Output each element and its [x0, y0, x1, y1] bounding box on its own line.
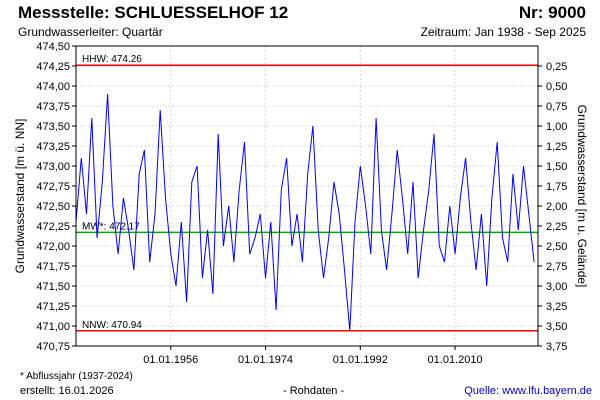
y-tick-label: 473,25	[36, 141, 70, 153]
reference-label: HHW: 474.26	[82, 54, 142, 65]
grid	[76, 45, 538, 347]
y-tick-label: 474,25	[36, 61, 70, 73]
y-tick-label: 472,75	[36, 181, 70, 193]
created-date: erstellt: 16.01.2026	[20, 385, 114, 397]
reference-label: MW*: 472.17	[82, 221, 140, 232]
y2-tick-label: 2,25	[546, 221, 567, 233]
y2-tick-label: 1,50	[546, 161, 567, 173]
y2-tick-label: 0,25	[546, 61, 567, 73]
y-tick-label: 472,00	[36, 241, 70, 253]
y2-tick-label: 1,75	[546, 181, 567, 193]
y2-tick-label: 2,50	[546, 241, 567, 253]
x-tick-label: 01.01.1992	[333, 354, 388, 366]
y-tick-label: 471,75	[36, 261, 70, 273]
y2-tick-label: 1,25	[546, 141, 567, 153]
axes: 474,50 474,25 474,00 473,75 473,50 473,25 473,…	[13, 41, 589, 366]
y-tick-label: 471,50	[36, 281, 70, 293]
y-tick-label: 473,75	[36, 101, 70, 113]
y-tick-label: 473,00	[36, 161, 70, 173]
series-layer	[75, 93, 535, 331]
period-label: Zeitraum: Jan 1938 - Sep 2025	[420, 25, 586, 39]
y2-tick-label: 3,25	[546, 301, 567, 313]
hydrological-year-note: * Abflussjahr (1937-2024)	[20, 371, 133, 382]
reference-label: NNW: 470.94	[82, 320, 142, 331]
y-tick-label: 474,00	[36, 81, 70, 93]
y2-tick-label: 0,50	[546, 81, 567, 93]
y2-axis-label: Grundwasserstand [m u. Gelände]	[575, 105, 589, 288]
plot-frame	[75, 45, 539, 347]
y-tick-label: 470,75	[36, 341, 70, 353]
y-tick-label: 471,25	[36, 301, 70, 313]
x-tick-label: 01.01.2010	[428, 354, 483, 366]
y-tick-label: 474,50	[36, 41, 70, 53]
y2-tick-label: 0,75	[546, 101, 567, 113]
aquifer-label: Grundwasserleiter: Quartär	[18, 25, 163, 39]
y2-tick-label: 3,00	[546, 281, 567, 293]
y-tick-label: 473,50	[36, 121, 70, 133]
x-tick-label: 01.01.1974	[238, 354, 293, 366]
y2-tick-label: 3,50	[546, 321, 567, 333]
x-tick-label: 01.01.1956	[143, 354, 198, 366]
y2-tick-label: 3,75	[546, 341, 567, 353]
series-line	[75, 93, 535, 331]
y-tick-label: 472,50	[36, 201, 70, 213]
raw-data-label: - Rohdaten -	[283, 385, 345, 397]
y-tick-label: 471,00	[36, 321, 70, 333]
source-link[interactable]: Quelle: www.lfu.bayern.de	[464, 385, 592, 397]
y2-tick-label: 1,00	[546, 121, 567, 133]
y2-tick-label: 2,00	[546, 201, 567, 213]
y-tick-label: 472,25	[36, 221, 70, 233]
y-axis-label: Grundwasserstand [m ü. NN]	[13, 119, 27, 274]
station-number: Nr: 9000	[518, 3, 586, 22]
y2-tick-label: 2,75	[546, 261, 567, 273]
page-title: Messstelle: SCHLUESSELHOF 12	[18, 3, 289, 22]
